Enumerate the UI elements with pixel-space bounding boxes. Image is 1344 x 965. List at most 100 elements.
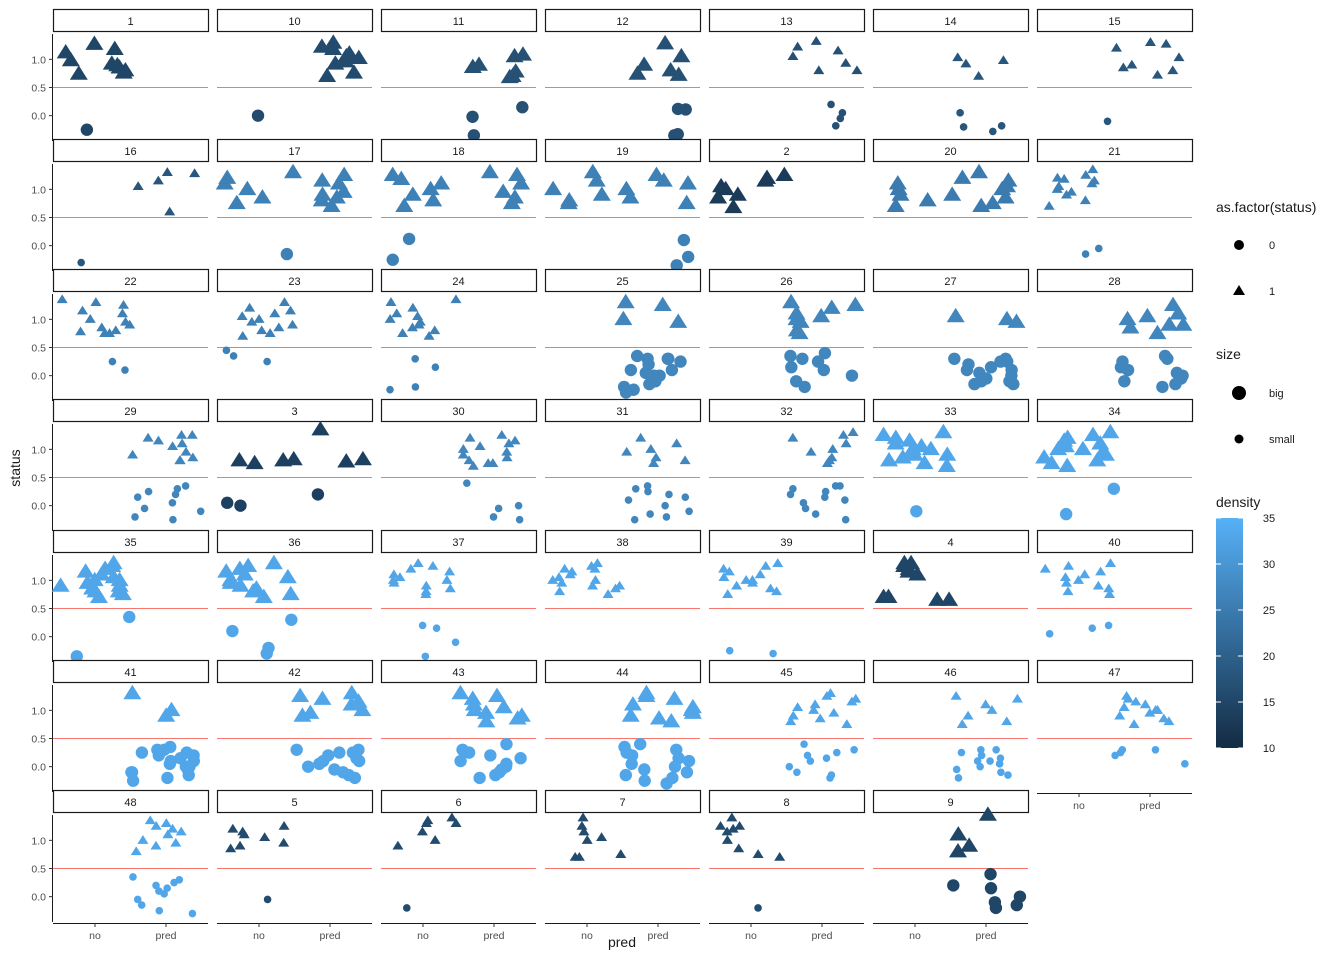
data-point-circle [811,510,820,518]
data-point-triangle [160,818,172,827]
data-point-triangle [269,308,281,318]
data-point-triangle [983,194,1002,210]
data-point-triangle [407,302,419,312]
facet-strip-label: 18 [452,146,464,158]
data-point-triangle [978,806,997,821]
facet-strip [216,138,374,163]
data-point-triangle [808,705,820,714]
facet-strip [544,789,702,814]
data-point-triangle [1130,696,1142,706]
y-tick-label: 0.5 [31,343,46,355]
facet-strip [708,789,866,814]
data-point-circle [996,754,1005,763]
data-point-circle [346,746,360,759]
data-point-triangle [893,449,912,464]
data-point-triangle [335,166,354,182]
data-point-triangle [1043,200,1055,210]
data-point-circle [976,762,984,771]
data-point-triangle [222,571,241,587]
facet-strip-label: 47 [1108,667,1120,679]
x-tick-label: pred [319,930,340,942]
legend-size-label: small [1269,434,1295,446]
data-point-triangle [747,577,759,587]
data-point-triangle [1011,693,1023,703]
facet-strip-label: 39 [780,537,792,549]
data-point-circle [952,765,961,774]
data-point-circle [1107,482,1121,495]
data-point-circle [769,649,777,658]
data-point-circle [1005,363,1018,377]
data-point-triangle [1062,586,1074,596]
data-point-triangle [403,186,422,201]
facet-strip-label: 40 [1108,537,1120,549]
data-point-triangle [170,837,182,847]
data-point-triangle [1080,169,1092,179]
data-point-circle [500,737,513,751]
data-point-triangle [1160,38,1172,48]
data-point-circle [984,867,997,881]
data-point-triangle [234,840,246,850]
data-point-circle [800,740,808,748]
data-point-triangle [237,330,249,340]
data-point-triangle [560,191,579,207]
data-point-circle [841,515,850,524]
data-point-triangle [424,191,443,207]
data-point-circle [168,499,177,507]
facet-strip [708,529,866,554]
data-point-triangle [61,51,80,67]
data-point-triangle [427,560,439,570]
data-point-triangle [1058,173,1070,183]
data-point-triangle [318,67,337,82]
data-point-triangle [313,172,332,187]
facet-strip-label: 46 [944,667,956,679]
y-tick-label: 0.0 [31,241,46,253]
facet-strip-label: 2 [783,146,789,158]
data-point-circle [671,128,684,141]
legend-key-triangle [1233,285,1245,295]
facet-strip-label: 31 [616,406,628,418]
data-point-triangle [671,438,683,448]
data-point-triangle [821,690,833,700]
data-point-triangle [1173,52,1185,62]
data-point-triangle [480,163,499,179]
data-point-triangle [715,820,727,830]
data-point-triangle [1118,702,1130,712]
data-point-triangle [385,297,397,306]
data-point-circle [1114,361,1128,374]
data-point-circle [973,366,986,380]
data-point-triangle [614,580,626,590]
data-point-circle [1118,745,1127,754]
data-point-circle [77,258,85,267]
data-point-triangle [938,446,957,461]
data-point-circle [968,377,981,391]
facet-strip-label: 6 [455,797,461,809]
data-point-triangle [874,426,893,442]
data-point-triangle [647,166,666,182]
data-point-triangle [1063,560,1075,570]
data-point-triangle [127,449,139,459]
data-point-triangle [718,572,730,582]
data-point-triangle [709,189,728,204]
data-point-triangle [152,435,164,445]
facet-strip-label: 3 [291,406,297,418]
data-point-triangle [960,837,979,852]
data-point-triangle [1114,710,1126,720]
data-point-triangle [589,563,601,573]
data-point-triangle [623,696,642,711]
data-point-triangle [787,310,806,326]
data-point-circle [1151,745,1160,754]
data-point-triangle [291,687,310,703]
data-point-triangle [76,563,95,578]
data-point-triangle [392,840,404,850]
data-point-circle [1088,624,1097,633]
data-point-triangle [578,826,590,836]
x-tick-label: pred [811,930,832,942]
data-point-circle [155,906,164,915]
data-point-triangle [805,446,817,456]
facet-strip-label: 15 [1108,16,1120,28]
facet-strip [216,789,374,814]
facet-strip-label: 44 [616,667,628,679]
data-point-triangle [330,175,349,190]
data-point-triangle [287,319,299,329]
data-point-triangle [392,170,411,185]
